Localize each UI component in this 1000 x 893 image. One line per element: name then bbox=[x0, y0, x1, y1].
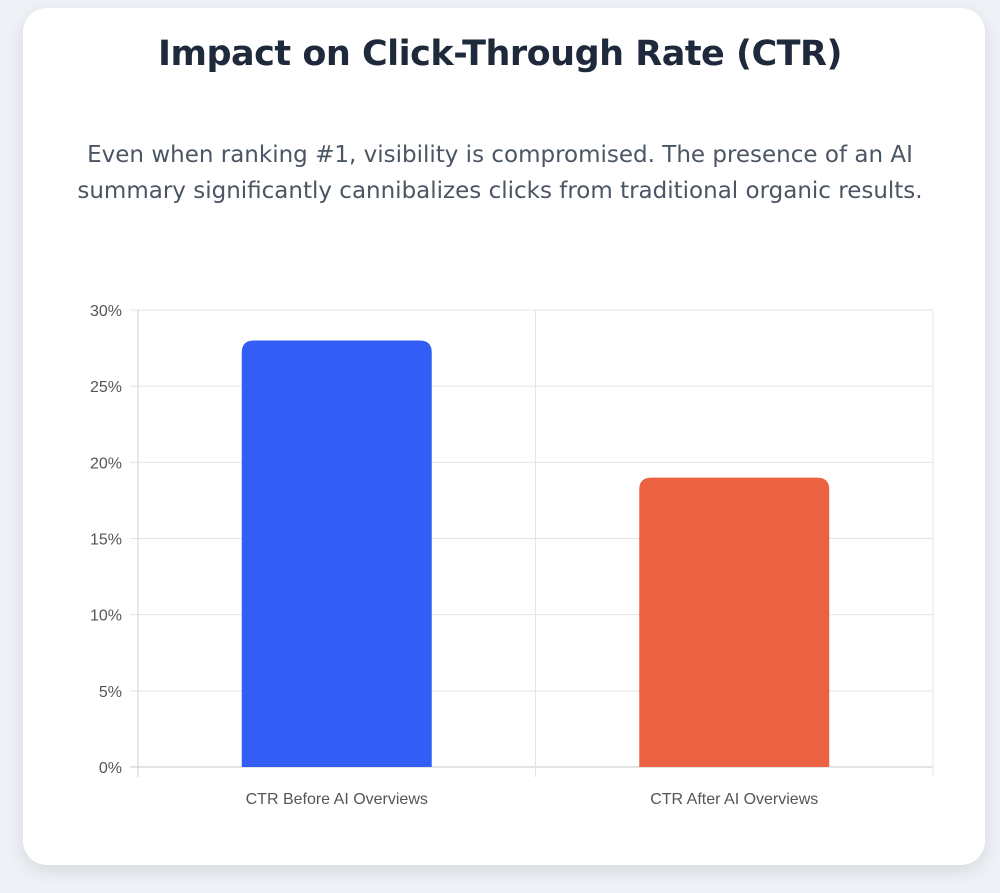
x-tick-label: CTR After AI Overviews bbox=[650, 791, 818, 808]
y-tick-label: 20% bbox=[90, 455, 122, 472]
y-tick-label: 0% bbox=[99, 760, 122, 777]
bar bbox=[639, 477, 830, 767]
y-tick-label: 5% bbox=[99, 684, 122, 701]
bar bbox=[241, 340, 432, 767]
chart-subtitle: Even when ranking #1, visibility is comp… bbox=[77, 142, 923, 204]
y-tick-label: 30% bbox=[90, 303, 122, 320]
y-tick-label: 15% bbox=[90, 532, 122, 549]
y-tick-label: 25% bbox=[90, 379, 122, 396]
chart-title: Impact on Click-Through Rate (CTR) bbox=[158, 34, 842, 74]
x-tick-label: CTR Before AI Overviews bbox=[246, 791, 428, 808]
y-tick-label: 10% bbox=[90, 608, 122, 625]
